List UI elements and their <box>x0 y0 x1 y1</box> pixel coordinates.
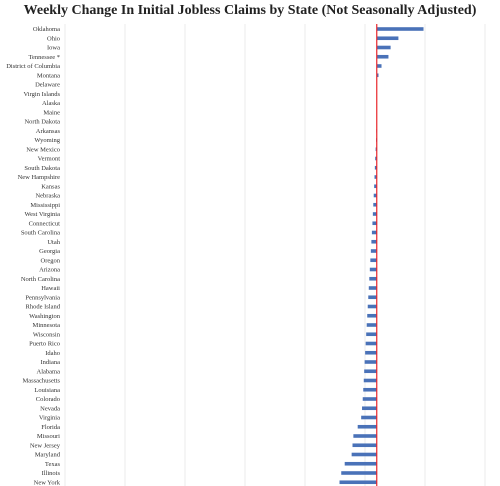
bar <box>362 397 377 401</box>
bar <box>341 471 377 475</box>
category-label: Montana <box>37 72 60 79</box>
category-label: New Jersey <box>30 442 61 449</box>
category-label: Maine <box>43 109 60 116</box>
category-labels: Oklahoma Ohio Iowa Tennessee * District of C… <box>6 26 61 486</box>
category-label: Wyoming <box>34 137 60 144</box>
category-label: Wisconsin <box>33 331 61 338</box>
bar <box>339 480 377 485</box>
bar <box>370 249 377 253</box>
category-label: Vermont <box>38 156 61 163</box>
bar <box>368 295 377 300</box>
category-label: Arizona <box>39 267 60 274</box>
bar <box>374 175 377 179</box>
category-label: New York <box>34 479 61 486</box>
bar <box>369 267 377 272</box>
bar <box>357 424 377 429</box>
bar <box>376 36 399 41</box>
bar <box>367 313 377 318</box>
bar <box>372 212 377 216</box>
category-label: New Mexico <box>26 146 60 153</box>
bar <box>374 165 377 170</box>
bar <box>373 193 377 198</box>
category-label: Ohio <box>47 35 60 42</box>
bar <box>369 276 377 281</box>
bar <box>366 323 377 327</box>
bar <box>367 304 377 309</box>
bar <box>363 387 377 392</box>
category-label: Delaware <box>35 82 60 89</box>
bar <box>363 378 377 383</box>
category-label: Nevada <box>40 405 60 412</box>
bars <box>339 27 424 485</box>
bar <box>375 156 377 161</box>
bar <box>374 184 377 189</box>
category-label: Hawaii <box>41 285 60 292</box>
category-label: Connecticut <box>29 220 61 227</box>
category-label: Washington <box>29 313 61 320</box>
bar <box>353 434 377 438</box>
bar <box>352 443 377 448</box>
category-label: Alaska <box>42 100 60 107</box>
category-label: Texas <box>45 461 61 468</box>
bar <box>373 202 377 207</box>
category-label: Oregon <box>41 257 61 264</box>
category-label: North Carolina <box>21 276 60 283</box>
category-label: Iowa <box>47 45 60 52</box>
category-label: Massachusetts <box>22 378 60 385</box>
category-label: Puerto Rico <box>29 341 60 348</box>
bar <box>371 230 377 235</box>
bar <box>361 415 377 420</box>
bar <box>371 239 377 244</box>
category-label: North Dakota <box>24 119 60 126</box>
category-label: Colorado <box>36 396 60 403</box>
category-label: Minnesota <box>33 322 61 329</box>
category-label: Virginia <box>39 415 60 422</box>
category-label: Kansas <box>41 183 60 190</box>
bar <box>376 27 424 31</box>
category-label: Rhode Island <box>26 304 61 311</box>
bar <box>368 286 377 290</box>
category-label: Maryland <box>35 452 61 459</box>
bar <box>376 73 379 78</box>
category-label: Alabama <box>37 368 61 375</box>
category-label: Indiana <box>41 359 61 366</box>
category-label: Georgia <box>39 248 60 255</box>
category-label: Illinois <box>42 470 61 477</box>
category-label: District of Columbia <box>6 63 60 70</box>
bar <box>365 341 377 346</box>
category-label: South Dakota <box>24 165 60 172</box>
gridlines <box>64 24 486 486</box>
bar <box>344 461 377 466</box>
bar <box>366 332 377 337</box>
category-label: New Hampshire <box>18 174 61 181</box>
category-label: West Virginia <box>25 211 61 218</box>
category-label: Nebraska <box>35 193 60 200</box>
bar <box>364 360 377 364</box>
bar <box>362 406 377 411</box>
category-label: Arkansas <box>36 128 61 135</box>
category-label: Missouri <box>37 433 60 440</box>
category-label: Oklahoma <box>33 26 60 33</box>
bar <box>365 350 377 355</box>
bar <box>351 452 377 457</box>
category-label: Florida <box>41 424 60 431</box>
category-label: Louisiana <box>34 387 60 394</box>
bar <box>372 221 377 226</box>
bar <box>376 45 391 50</box>
chart-title: Weekly Change In Initial Jobless Claims … <box>23 3 477 18</box>
category-label: Mississippi <box>30 202 60 209</box>
bar <box>370 258 377 263</box>
category-label: Pennsylvania <box>25 294 60 301</box>
category-label: Tennessee * <box>29 54 61 61</box>
category-label: Idaho <box>45 350 60 357</box>
category-label: Utah <box>47 239 60 246</box>
bar <box>376 54 389 59</box>
bar <box>376 64 382 68</box>
category-label: South Carolina <box>21 230 60 237</box>
bar <box>364 369 377 374</box>
category-label: Virgin Islands <box>23 91 60 98</box>
